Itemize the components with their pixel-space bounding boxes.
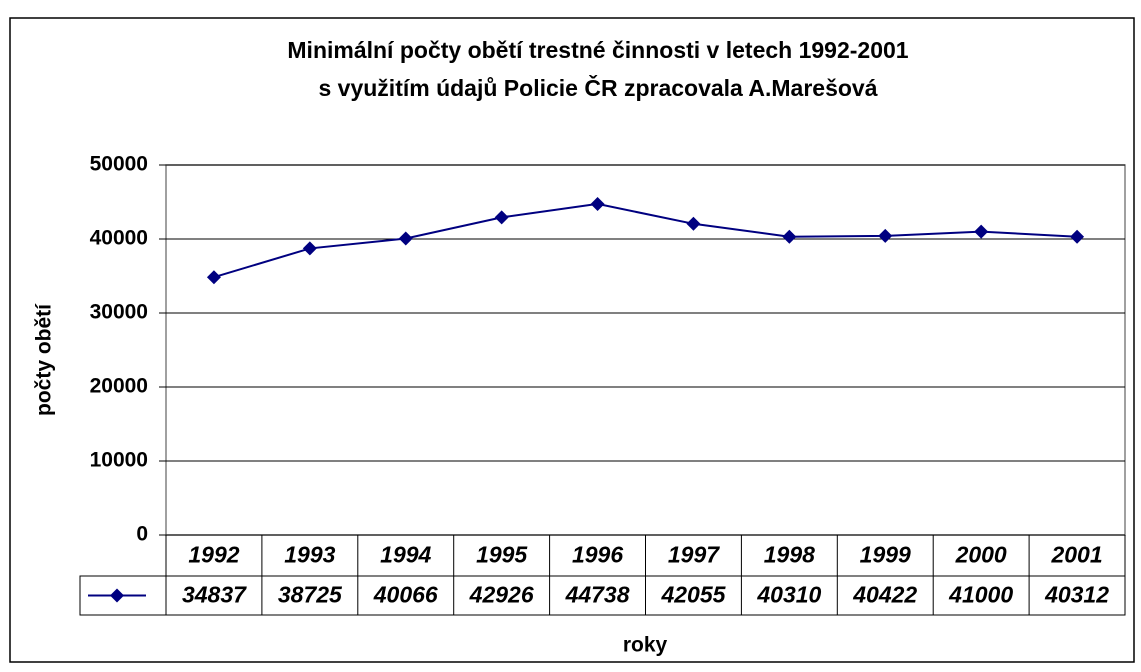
table-value: 40312 bbox=[1044, 582, 1109, 608]
table-value: 40422 bbox=[852, 582, 917, 608]
y-tick-label: 50000 bbox=[90, 153, 148, 176]
y-tick-label: 20000 bbox=[90, 375, 148, 398]
point-marker bbox=[1070, 229, 1085, 244]
point-marker bbox=[974, 224, 989, 239]
y-tick-label: 30000 bbox=[90, 301, 148, 324]
point-marker bbox=[686, 216, 701, 231]
x-tick-label: 1994 bbox=[380, 542, 431, 568]
table-value: 42055 bbox=[660, 582, 726, 608]
y-tick-label: 10000 bbox=[90, 449, 148, 472]
table-value: 38725 bbox=[278, 582, 343, 608]
x-tick-label: 1999 bbox=[860, 542, 911, 568]
point-marker bbox=[302, 241, 317, 256]
chart-title: Minimální počty obětí trestné činnosti v… bbox=[287, 37, 908, 63]
y-axis-label: počty obětí bbox=[33, 303, 56, 416]
table-value: 42926 bbox=[469, 582, 534, 608]
point-marker bbox=[782, 229, 797, 244]
point-marker bbox=[206, 270, 221, 285]
x-tick-label: 2000 bbox=[955, 542, 1007, 568]
x-tick-label: 1996 bbox=[572, 542, 623, 568]
point-marker bbox=[878, 228, 893, 243]
point-marker bbox=[590, 196, 605, 211]
chart-title: s využitím údajů Policie ČR zpracovala A… bbox=[318, 74, 877, 101]
x-tick-label: 1993 bbox=[284, 542, 335, 568]
x-axis-label: roky bbox=[623, 634, 668, 657]
legend-key-marker bbox=[110, 588, 124, 603]
table-value: 40066 bbox=[373, 582, 438, 608]
y-tick-label: 40000 bbox=[90, 227, 148, 250]
x-tick-label: 2001 bbox=[1050, 542, 1102, 568]
point-marker bbox=[398, 231, 413, 246]
series-line bbox=[213, 202, 1078, 279]
y-tick-label: 0 bbox=[136, 523, 148, 546]
table-value: 41000 bbox=[948, 582, 1013, 608]
plot-area bbox=[165, 164, 1126, 536]
table-value: 34837 bbox=[182, 582, 247, 608]
x-tick-label: 1997 bbox=[668, 542, 720, 568]
x-tick-label: 1995 bbox=[476, 542, 528, 568]
x-tick-label: 1992 bbox=[188, 542, 239, 568]
point-marker bbox=[494, 210, 509, 225]
x-tick-label: 1998 bbox=[764, 542, 815, 568]
table-value: 44738 bbox=[565, 582, 630, 608]
table-value: 40310 bbox=[756, 582, 821, 608]
